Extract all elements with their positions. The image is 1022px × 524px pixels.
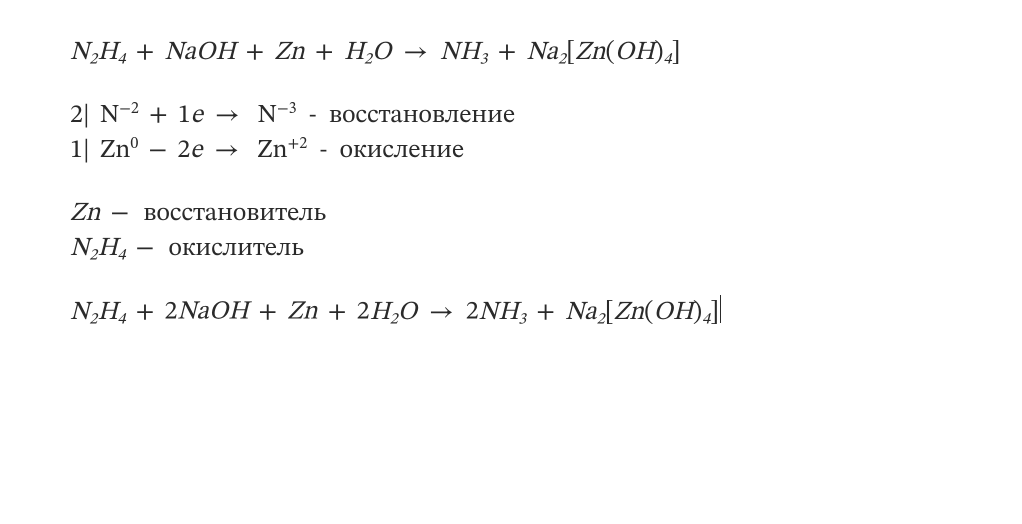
label-oxidizer: окислитель (164, 236, 304, 262)
role-oxidizer: N2H4 − окислитель (70, 232, 1022, 267)
label-reducer: восстановитель (139, 201, 326, 227)
plus-sign: + (241, 40, 268, 66)
species-n2h4: N2H4 (70, 236, 125, 262)
coeff: 2 (357, 300, 370, 326)
coeff: 2 (466, 300, 479, 326)
charge: −3 (277, 101, 297, 117)
multiplier: 1 (70, 138, 83, 164)
species-n: N (96, 103, 119, 129)
species-zn: Zn (287, 300, 317, 326)
plus-sign: + (311, 40, 338, 66)
species-nh3: NH3 (440, 40, 487, 66)
label-oxidation: окисление (340, 138, 464, 164)
electron-coeff: 2 (177, 138, 190, 164)
label-reduction: восстановление (329, 103, 515, 129)
species-zn: Zn (96, 138, 130, 164)
arrow-icon: → (423, 300, 460, 326)
text-cursor-icon (720, 295, 721, 322)
plus-sign: + (132, 300, 159, 326)
equation-unbalanced: N2H4 + NaOH + Zn + H2O → NH3 + Na2[Zn(OH… (70, 36, 1022, 71)
species-zn: Zn (251, 138, 287, 164)
charge: 0 (130, 136, 138, 152)
species-na2znoh4: Na2[Zn(OH)4] (527, 40, 681, 66)
arrow-icon: → (397, 40, 434, 66)
species-naoh: NaOH (164, 40, 235, 66)
species-h2o: H2O (370, 300, 417, 326)
plus-sign: + (132, 40, 159, 66)
species-naoh: NaOH (177, 300, 248, 326)
species-nh3: NH3 (479, 300, 526, 326)
plus-sign: + (145, 103, 172, 129)
charge: −2 (119, 101, 139, 117)
half-reaction-oxidation: 1| Zn0 − 2e → Zn+2 - окисление (70, 134, 1022, 169)
species-h2o: H2O (344, 40, 391, 66)
species-n: N (252, 103, 277, 129)
half-reaction-reduction: 2| N−2 + 1e → N−3 - восстановление (70, 99, 1022, 134)
plus-sign: + (532, 300, 559, 326)
multiplier: 2 (70, 103, 83, 129)
charge: +2 (288, 136, 308, 152)
species-na2znoh4: Na2[Zn(OH)4] (565, 300, 719, 326)
minus-sign: − (144, 138, 171, 164)
plus-sign: + (254, 300, 281, 326)
electron: e (190, 138, 202, 164)
bar: | (83, 103, 90, 129)
species-n2h4: N2H4 (70, 300, 125, 326)
electron: e (191, 103, 203, 129)
species-n2h4: N2H4 (70, 40, 125, 66)
dash: - (303, 103, 323, 129)
bar: | (83, 138, 90, 164)
role-reducer: Zn − восстановитель (70, 197, 1022, 232)
equation-balanced: N2H4 + 2NaOH + Zn + 2H2O → 2NH3 + Na2[Zn… (70, 295, 1022, 331)
plus-sign: + (494, 40, 521, 66)
dash: − (132, 236, 159, 262)
species-zn: Zn (274, 40, 304, 66)
electron-coeff: 1 (178, 103, 191, 129)
dash: - (313, 138, 333, 164)
arrow-icon: → (209, 103, 246, 129)
plus-sign: + (324, 300, 351, 326)
arrow-icon: → (208, 138, 245, 164)
species-zn: Zn (70, 201, 100, 227)
dash: − (107, 201, 134, 227)
coeff: 2 (164, 300, 177, 326)
